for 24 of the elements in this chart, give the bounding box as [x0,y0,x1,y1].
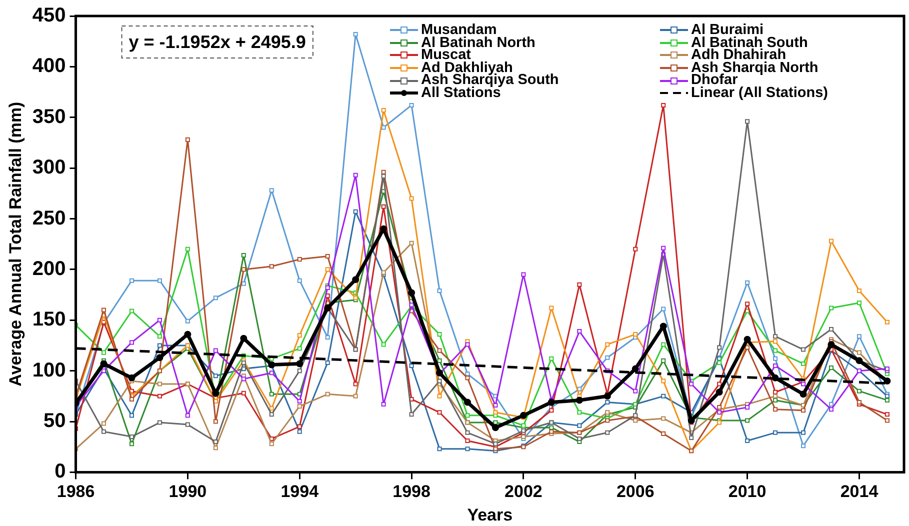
x-tick-label: 2010 [728,482,766,502]
legend-label: Linear (All Stations) [691,84,828,101]
legend-label: Musandam [421,22,497,38]
y-tick-label: 50 [44,410,66,432]
y-tick-label: 100 [32,359,66,382]
legend-label: Al Buraimi [691,22,764,38]
x-tick-label: 2014 [840,482,879,502]
y-axis-title: Average Annual Total Rainfall (mm) [6,102,25,386]
y-tick-label: 300 [32,156,66,179]
y-tick-label: 350 [32,106,66,128]
annotation: y = -1.1952x + 2495.9 [128,32,306,52]
x-tick-label: 1998 [392,482,430,502]
x-tick-label: 1986 [56,482,95,502]
y-tick-label: 250 [32,207,66,230]
x-tick-label: 1994 [280,482,320,502]
x-tick-label: 2002 [504,482,542,502]
y-tick-label: 150 [32,308,66,331]
y-tick-label: 450 [32,4,66,27]
y-tick-label: 0 [54,460,66,483]
y-tick-label: 200 [32,258,66,280]
y-tick-label: 400 [32,55,66,78]
x-axis-title: Years [467,505,513,524]
x-tick-label: 1990 [168,482,207,502]
x-tick-label: 2006 [616,482,654,502]
